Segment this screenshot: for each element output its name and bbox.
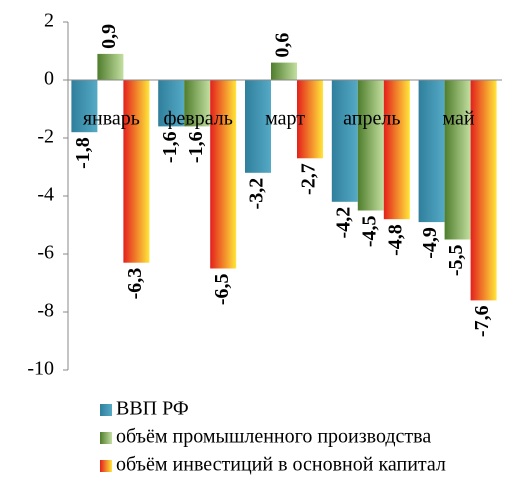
y-tick-label: 2 [44,10,54,32]
legend-label: объём инвестиций в основной капитал [116,454,446,476]
value-label: -7,6 [471,305,493,337]
y-tick-label: -8 [37,300,54,322]
bar [357,80,384,211]
value-label: -6,3 [124,268,146,300]
legend-label: объём промышленного производства [116,426,431,448]
bar [184,80,211,127]
x-tick-label: май [443,108,475,130]
value-label: 0,9 [98,24,120,49]
value-label: -1,6 [159,131,181,163]
value-label: -3,2 [246,178,268,210]
y-tick-label: 0 [44,68,54,90]
legend-marker [100,460,112,472]
legend-marker [100,404,112,416]
bar [71,80,98,133]
value-label: -4,8 [384,224,406,256]
y-tick-label: -10 [27,358,54,380]
value-label: -6,5 [211,274,233,306]
x-tick-label: апрель [343,108,400,130]
bar [123,80,150,263]
bar [383,80,410,220]
bar [331,80,358,202]
bar [210,80,237,269]
bar [158,80,185,127]
bar [271,62,297,80]
value-label: -4,9 [419,227,441,259]
bar [297,80,323,159]
legend-label: ВВП РФ [116,398,189,420]
value-label: -5,5 [445,245,467,277]
y-tick-label: -2 [37,126,54,148]
y-tick-label: -4 [37,184,54,206]
bar [97,53,124,80]
value-label: -2,7 [298,163,320,195]
value-label: -1,6 [185,131,207,163]
x-tick-label: март [265,108,305,130]
y-tick-label: -6 [37,242,54,264]
legend-marker [100,432,112,444]
value-label: 0,6 [272,33,294,58]
x-tick-label: февраль [163,108,232,130]
x-tick-label: январь [83,108,140,130]
value-label: -4,2 [332,207,354,239]
bar [245,80,271,173]
value-label: -1,8 [72,137,94,169]
bar [470,80,497,301]
value-label: -4,5 [358,216,380,248]
bar [444,80,471,240]
bar [418,80,445,223]
